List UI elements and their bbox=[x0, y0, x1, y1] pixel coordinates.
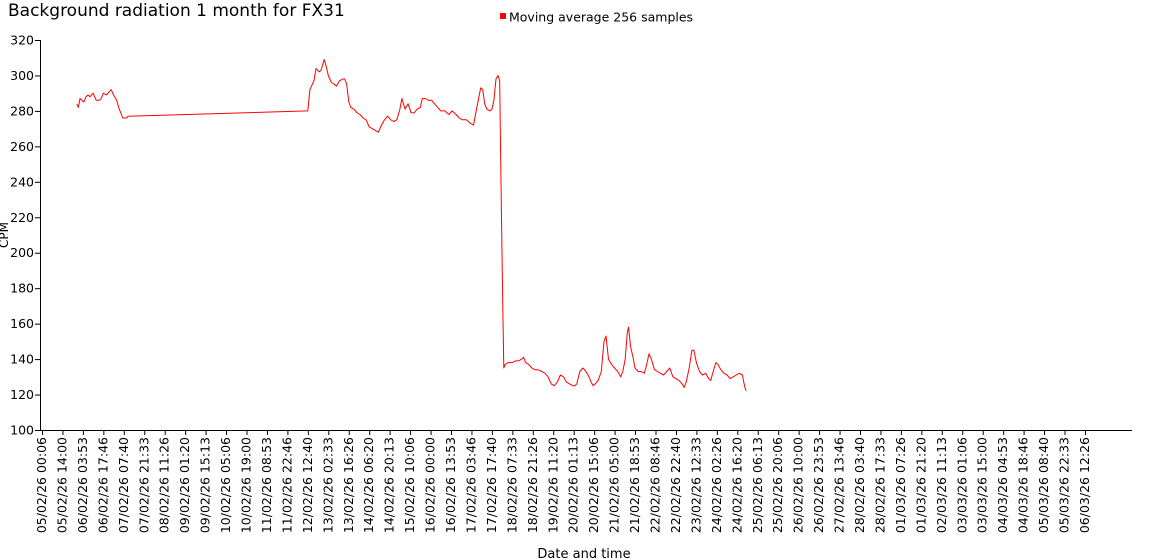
x-tick-label: 20/02/26 15:06 bbox=[586, 437, 601, 533]
x-tick-label: 22/02/26 08:46 bbox=[648, 437, 663, 533]
x-tick-label: 11/02/26 08:53 bbox=[259, 437, 274, 533]
x-tick-label: 14/02/26 20:13 bbox=[382, 437, 397, 533]
y-axis: 100 120 140 160 180 200 220 240 260 280 300 320 bbox=[10, 33, 40, 438]
chart-title: Background radiation 1 month for FX31 bbox=[8, 1, 345, 21]
x-tick-label: 01/03/26 07:26 bbox=[893, 437, 908, 533]
x-tick-label: 05/02/26 00:06 bbox=[34, 437, 49, 533]
x-tick-label: 08/02/26 11:26 bbox=[157, 437, 172, 533]
x-tick-label: 06/03/26 12:26 bbox=[1077, 437, 1092, 533]
y-axis-label: CPM bbox=[0, 222, 11, 248]
y-tick-label: 240 bbox=[10, 174, 34, 189]
x-tick-label: 18/02/26 07:33 bbox=[504, 437, 519, 533]
x-tick-label: 09/02/26 01:20 bbox=[177, 437, 192, 533]
x-tick-label: 09/02/26 15:13 bbox=[198, 437, 213, 533]
x-tick-label: 26/02/26 10:00 bbox=[791, 437, 806, 533]
x-tick-label: 25/02/26 06:13 bbox=[750, 437, 765, 533]
x-tick-label: 21/02/26 18:53 bbox=[627, 437, 642, 533]
x-tick-label: 02/03/26 11:13 bbox=[934, 437, 949, 533]
x-tick-label: 20/02/26 01:13 bbox=[566, 437, 581, 533]
y-tick-label: 260 bbox=[10, 139, 34, 154]
x-axis: 05/02/26 00:06 05/02/26 14:00 06/02/26 03:… bbox=[34, 430, 1092, 533]
legend-swatch bbox=[500, 13, 506, 19]
x-tick-label: 01/03/26 21:20 bbox=[913, 437, 928, 533]
x-tick-label: 24/02/26 16:20 bbox=[729, 437, 744, 533]
x-tick-label: 24/02/26 02:26 bbox=[709, 437, 724, 533]
x-tick-label: 10/02/26 05:06 bbox=[218, 437, 233, 533]
x-tick-label: 28/02/26 03:40 bbox=[852, 437, 867, 533]
x-tick-label: 07/02/26 07:40 bbox=[116, 437, 131, 533]
x-tick-label: 28/02/26 17:33 bbox=[872, 437, 887, 533]
x-tick-label: 03/03/26 15:00 bbox=[975, 437, 990, 533]
x-tick-label: 06/02/26 03:53 bbox=[75, 437, 90, 533]
y-tick-label: 120 bbox=[10, 387, 34, 402]
x-axis-label: Date and time bbox=[537, 547, 630, 560]
x-tick-label: 04/03/26 04:53 bbox=[995, 437, 1010, 533]
x-tick-label: 16/02/26 00:00 bbox=[423, 437, 438, 533]
x-tick-label: 11/02/26 22:46 bbox=[279, 437, 294, 533]
x-tick-label: 19/02/26 11:20 bbox=[545, 437, 560, 533]
y-tick-label: 320 bbox=[10, 33, 34, 48]
y-tick-label: 100 bbox=[10, 423, 34, 438]
x-tick-label: 23/02/26 12:33 bbox=[688, 437, 703, 533]
x-tick-label: 05/03/26 08:40 bbox=[1036, 437, 1051, 533]
legend: Moving average 256 samples bbox=[500, 10, 693, 25]
x-tick-label: 18/02/26 21:26 bbox=[525, 437, 540, 533]
x-tick-label: 07/02/26 21:33 bbox=[136, 437, 151, 533]
x-tick-label: 13/02/26 16:26 bbox=[341, 437, 356, 533]
x-tick-label: 12/02/26 12:40 bbox=[300, 437, 315, 533]
x-tick-label: 04/03/26 18:46 bbox=[1016, 437, 1031, 533]
x-tick-label: 17/02/26 17:40 bbox=[484, 437, 499, 533]
x-tick-label: 27/02/26 13:46 bbox=[832, 437, 847, 533]
x-tick-label: 15/02/26 10:06 bbox=[402, 437, 417, 533]
x-tick-label: 22/02/26 22:40 bbox=[668, 437, 683, 533]
x-tick-label: 26/02/26 23:53 bbox=[811, 437, 826, 533]
y-tick-label: 300 bbox=[10, 68, 34, 83]
y-tick-label: 180 bbox=[10, 281, 34, 296]
x-tick-label: 03/03/26 01:06 bbox=[954, 437, 969, 533]
y-tick-label: 140 bbox=[10, 352, 34, 367]
x-tick-label: 14/02/26 06:20 bbox=[361, 437, 376, 533]
x-tick-label: 13/02/26 02:33 bbox=[320, 437, 335, 533]
x-tick-label: 05/02/26 14:00 bbox=[54, 437, 69, 533]
x-tick-label: 10/02/26 19:00 bbox=[239, 437, 254, 533]
x-tick-label: 06/02/26 17:46 bbox=[95, 437, 110, 533]
x-tick-label: 25/02/26 20:06 bbox=[770, 437, 785, 533]
y-tick-label: 200 bbox=[10, 245, 34, 260]
y-tick-label: 160 bbox=[10, 316, 34, 331]
x-tick-label: 21/02/26 05:00 bbox=[607, 437, 622, 533]
y-tick-label: 280 bbox=[10, 103, 34, 118]
y-tick-label: 220 bbox=[10, 210, 34, 225]
x-tick-label: 16/02/26 13:53 bbox=[443, 437, 458, 533]
legend-label-moving-average: Moving average 256 samples bbox=[509, 10, 693, 25]
x-tick-label: 05/03/26 22:33 bbox=[1057, 437, 1072, 533]
series-line-moving-average bbox=[76, 59, 747, 392]
x-tick-label: 17/02/26 03:46 bbox=[463, 437, 478, 533]
